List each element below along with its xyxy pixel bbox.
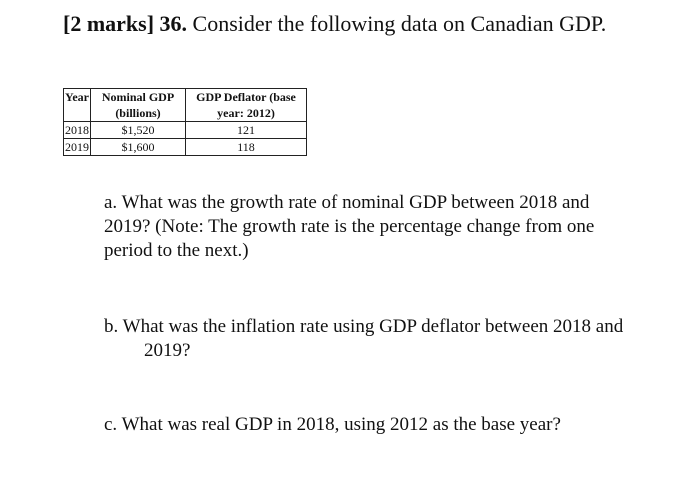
header-deflator-line2: year: 2012) (217, 106, 275, 120)
cell-nominal-gdp: $1,520 (90, 121, 186, 139)
subquestion-a: a. What was the growth rate of nominal G… (104, 192, 595, 261)
cell-gdp-deflator: 118 (185, 138, 307, 156)
cell-nominal-gdp: $1,600 (90, 138, 186, 156)
cell-year: 2018 (63, 121, 91, 139)
table-row: 2018 $1,520 121 (63, 121, 307, 139)
table-header-row: Year Nominal GDP (billions) GDP Deflator… (63, 88, 307, 122)
question-number: 36. (159, 11, 188, 36)
header-nominal-gdp: Nominal GDP (billions) (90, 88, 186, 122)
cell-gdp-deflator: 121 (185, 121, 307, 139)
header-gdp-deflator: GDP Deflator (base year: 2012) (185, 88, 307, 122)
header-nominal-line2: (billions) (115, 106, 161, 120)
header-year: Year (63, 88, 91, 122)
gdp-data-table: Year Nominal GDP (billions) GDP Deflator… (63, 88, 307, 156)
header-nominal-line1: Nominal GDP (101, 90, 175, 104)
question-heading: [2 marks] 36. Consider the following dat… (63, 11, 606, 37)
cell-year: 2019 (63, 138, 91, 156)
subquestion-b: b. What was the inflation rate using GDP… (104, 316, 624, 361)
table-row: 2019 $1,600 118 (63, 138, 307, 156)
header-deflator-line1: GDP Deflator (base (196, 90, 296, 104)
question-marks: [2 marks] (63, 11, 155, 36)
subquestion-c: c. What was real GDP in 2018, using 2012… (104, 414, 561, 435)
question-text: Consider the following data on Canadian … (192, 11, 607, 36)
